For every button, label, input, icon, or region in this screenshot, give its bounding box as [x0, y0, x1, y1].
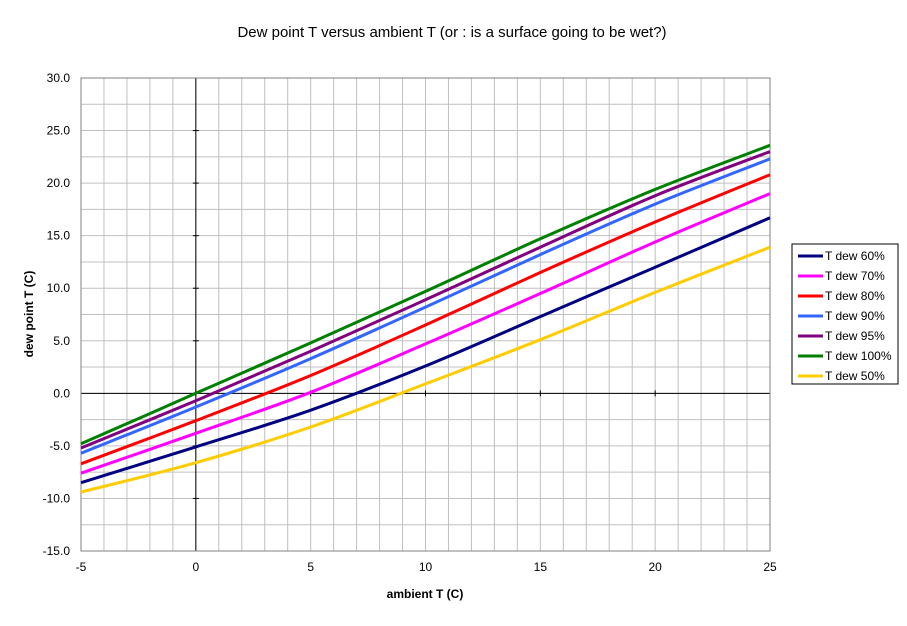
- y-tick-label: 5.0: [53, 334, 70, 348]
- chart-title: Dew point T versus ambient T (or : is a …: [237, 24, 666, 41]
- legend-label: T dew 95%: [825, 329, 885, 343]
- y-tick-label: 10.0: [47, 281, 71, 295]
- legend-label: T dew 100%: [825, 349, 892, 363]
- y-tick-label: 0.0: [53, 386, 70, 400]
- series-line-t-dew-90: [80, 157, 771, 455]
- series-lines: [80, 143, 771, 494]
- x-tick-label: 25: [763, 560, 777, 574]
- series-line-t-dew-50: [80, 245, 771, 494]
- legend-label: T dew 60%: [825, 249, 885, 263]
- plot-border: [80, 77, 771, 552]
- x-tick-label: 10: [419, 560, 433, 574]
- y-axis-label: dew point T (C): [22, 271, 36, 358]
- series-line-t-dew-80: [80, 173, 771, 466]
- legend-label: T dew 80%: [825, 289, 885, 303]
- legend-box: [791, 243, 899, 385]
- x-axis-label: ambient T (C): [387, 587, 464, 601]
- y-tick-label: -15.0: [43, 544, 71, 558]
- legend-items: T dew 60% T dew 70% T dew 80% T dew 90% T de…: [798, 249, 892, 383]
- y-tick-label: -10.0: [43, 491, 71, 505]
- series-line-t-dew-100: [80, 143, 771, 446]
- legend: T dew 60% T dew 70% T dew 80% T dew 90% T de…: [791, 243, 899, 385]
- series-line-t-dew-60: [80, 216, 771, 485]
- tick-labels: -5 0 5 10 15 20 25 -15.0 -10.0 -5.0 0.0 5.0 10.0 15.0…: [43, 71, 777, 574]
- x-tick-label: -5: [76, 560, 87, 574]
- x-tick-label: 15: [534, 560, 548, 574]
- series-line-t-dew-70: [80, 192, 771, 475]
- y-tick-label: 20.0: [47, 176, 71, 190]
- y-tick-label: 30.0: [47, 71, 71, 85]
- x-tick-label: 20: [648, 560, 662, 574]
- x-tick-label: 5: [307, 560, 314, 574]
- series-line-t-dew-95: [80, 150, 771, 450]
- y-tick-label: 25.0: [47, 124, 71, 138]
- y-tick-label: -5.0: [49, 439, 70, 453]
- legend-label: T dew 70%: [825, 269, 885, 283]
- legend-label: T dew 50%: [825, 369, 885, 383]
- legend-label: T dew 90%: [825, 309, 885, 323]
- x-tick-label: 0: [192, 560, 199, 574]
- y-tick-label: 15.0: [47, 229, 71, 243]
